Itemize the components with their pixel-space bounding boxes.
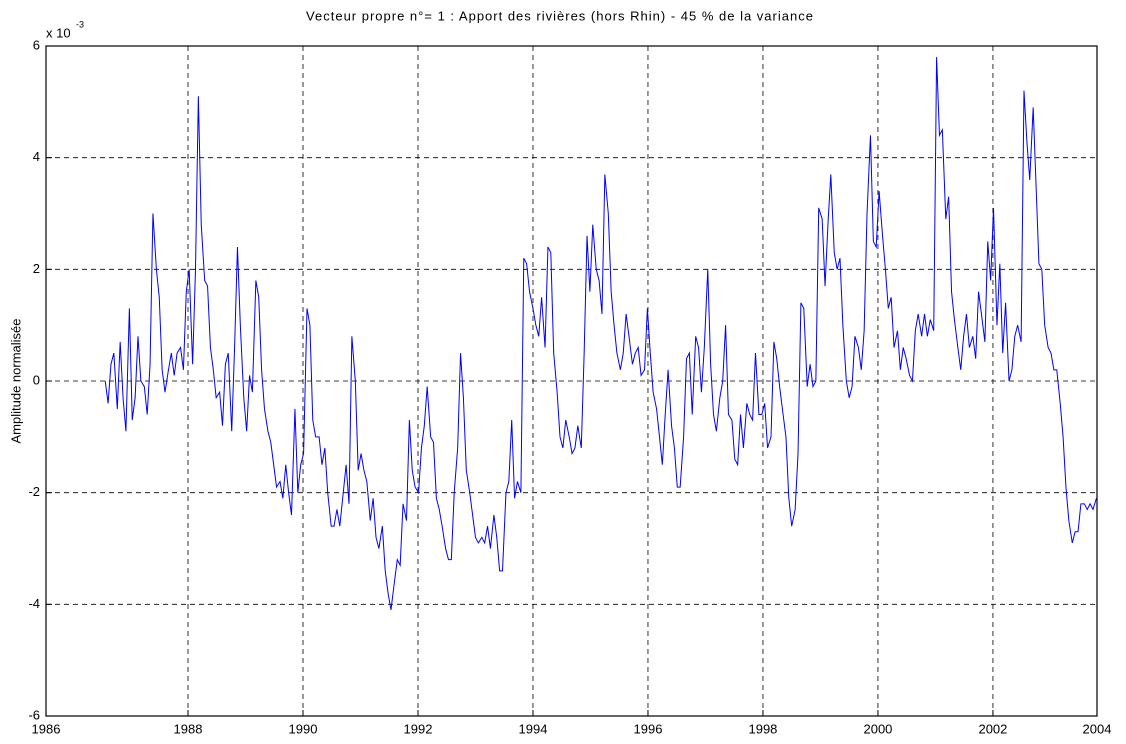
y-tick-label: 4 [33, 149, 40, 164]
y-axis-label: Amplitude normalisée [8, 318, 23, 443]
chart-title: Vecteur propre n°= 1 : Apport des rivièr… [306, 8, 814, 23]
data-line [104, 57, 1097, 611]
y-multiplier-exponent: -3 [76, 19, 84, 29]
y-tick-label: -2 [28, 484, 40, 499]
y-tick-label: 0 [33, 372, 40, 387]
x-tick-label: 1994 [519, 721, 548, 736]
x-tick-label: 2000 [863, 721, 892, 736]
x-tick-label: 2002 [978, 721, 1007, 736]
x-tick-label: 2004 [1083, 721, 1112, 736]
x-tick-label: 1996 [634, 721, 663, 736]
y-tick-label: 2 [33, 261, 40, 276]
x-tick-label: 1988 [174, 721, 203, 736]
x-tick-label: 1990 [289, 721, 318, 736]
y-multiplier-base: x 10 [46, 25, 71, 40]
x-tick-label: 1986 [32, 721, 61, 736]
x-tick-label: 1992 [404, 721, 433, 736]
plot-border [45, 45, 1098, 717]
y-tick-label: -6 [28, 707, 40, 722]
y-tick-label: -4 [28, 596, 40, 611]
x-tick-label: 1998 [748, 721, 777, 736]
y-tick-label: 6 [33, 37, 40, 52]
